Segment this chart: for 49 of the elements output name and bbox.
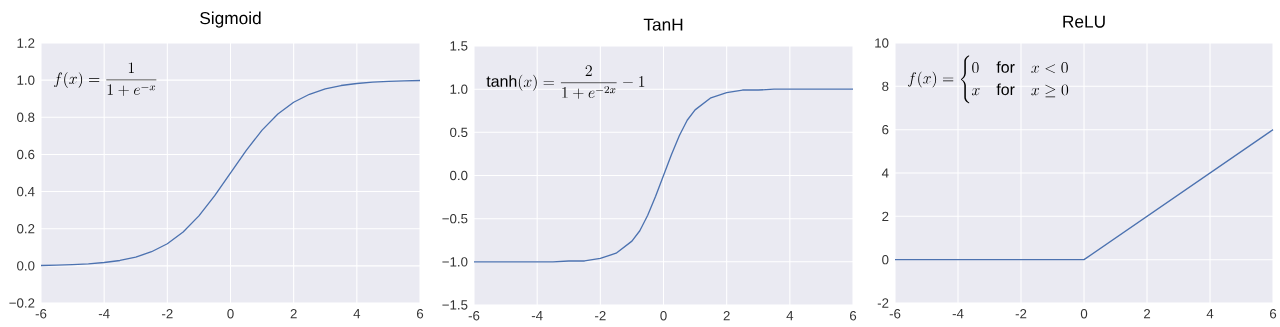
x-tick-label: 0 bbox=[1080, 309, 1088, 319]
x-tick-label: -6 bbox=[468, 311, 480, 321]
chart-title: TanH bbox=[643, 18, 683, 31]
annotation: $f(x) = \frac{1}{1+e^{-x}}$ bbox=[54, 62, 157, 97]
x-tick-label: 6 bbox=[416, 309, 424, 319]
x-tick-label: -6 bbox=[889, 309, 901, 319]
y-tick-label: −0.5 bbox=[442, 213, 468, 224]
y-tick-label: 0 bbox=[882, 254, 889, 265]
y-tick-label: 6 bbox=[882, 124, 889, 135]
y-tick-label: −1.5 bbox=[442, 300, 468, 310]
x-tick-label: -4 bbox=[98, 309, 110, 319]
y-tick-label: 0.0 bbox=[450, 170, 468, 181]
y-tick-label: 10 bbox=[875, 38, 889, 48]
x-tick-label: -2 bbox=[595, 311, 606, 321]
y-tick-label: 1.2 bbox=[17, 38, 35, 48]
x-tick-label: -2 bbox=[1015, 309, 1027, 319]
y-tick-label: 1.0 bbox=[17, 75, 35, 85]
x-tick-label: 6 bbox=[1269, 309, 1277, 319]
chart-title: Sigmoid bbox=[200, 11, 261, 28]
x-tick-label: -4 bbox=[531, 311, 543, 321]
chart-title: ReLU bbox=[1063, 15, 1105, 28]
y-tick-label: 0.6 bbox=[17, 149, 35, 160]
x-tick-label: 2 bbox=[1143, 309, 1151, 319]
x-tick-label: 2 bbox=[723, 311, 730, 321]
x-tick-label: -6 bbox=[35, 309, 47, 319]
y-tick-label: -2 bbox=[877, 298, 889, 308]
y-tick-label: 4 bbox=[881, 168, 889, 178]
x-tick-label: 4 bbox=[786, 311, 794, 321]
x-tick-label: -2 bbox=[162, 309, 173, 319]
x-tick-label: 6 bbox=[849, 311, 857, 321]
y-tick-label: 0.8 bbox=[17, 112, 35, 122]
annotation: $\tanh(x) = \frac{2}{1+e^{-2x}} - 1$ bbox=[486, 65, 645, 99]
y-tick-label: −0.2 bbox=[9, 298, 35, 308]
y-tick-label: 0.4 bbox=[17, 186, 35, 197]
y-tick-label: 0.2 bbox=[17, 224, 35, 234]
x-tick-label: 0 bbox=[660, 311, 667, 321]
y-tick-label: 2 bbox=[882, 211, 889, 221]
annotation: $f(x) = \begin{cases} 0 & \mathrm{for} \quad x < 0 \\ x & \mathrm{for} \quad x \geq 0 \end{cases}$ bbox=[908, 55, 1069, 104]
x-tick-label: 4 bbox=[1206, 309, 1214, 319]
y-tick-label: 8 bbox=[882, 81, 889, 92]
x-tick-label: 0 bbox=[227, 309, 234, 319]
y-tick-label: −1.0 bbox=[442, 257, 468, 267]
y-tick-label: 0.5 bbox=[450, 127, 468, 138]
x-tick-label: 4 bbox=[353, 309, 361, 319]
y-tick-label: 1.5 bbox=[450, 41, 468, 51]
x-tick-label: -4 bbox=[952, 309, 964, 319]
y-tick-label: 0.0 bbox=[17, 261, 35, 271]
x-tick-label: 2 bbox=[290, 309, 297, 319]
y-tick-label: 1.0 bbox=[450, 84, 468, 94]
